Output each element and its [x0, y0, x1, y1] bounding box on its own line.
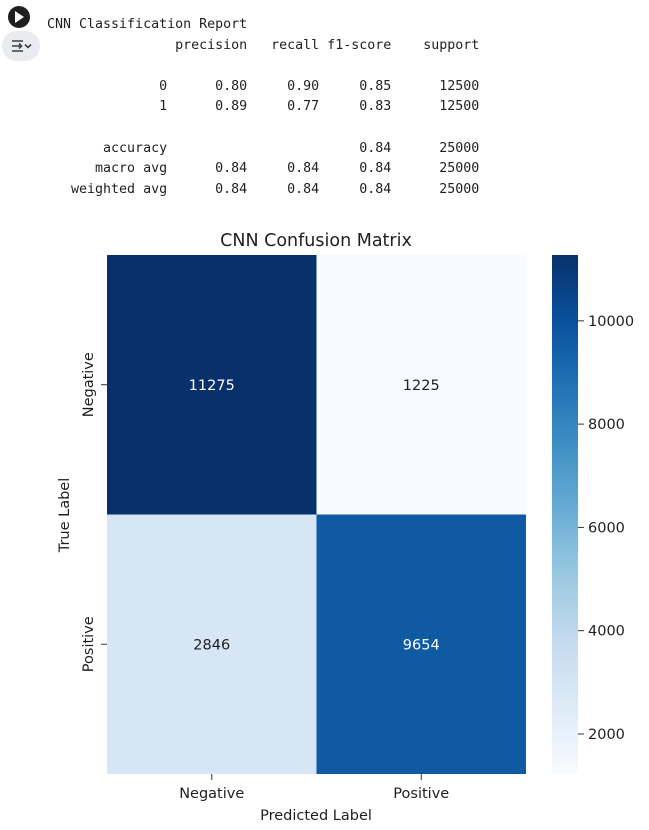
cell-value: 1225 [403, 378, 440, 394]
y-tick-label: Negative [81, 352, 97, 417]
colorbar-tick-label: 2000 [588, 727, 625, 743]
cell-value: 11275 [189, 378, 235, 394]
heatmap-cell [107, 514, 317, 774]
heatmap-cell [316, 255, 526, 515]
colorbar-tick-label: 4000 [588, 624, 625, 640]
x-tick-label: Positive [393, 786, 449, 802]
heatmap-cell [316, 514, 526, 774]
x-tick-label: Negative [179, 786, 244, 802]
play-icon [15, 11, 24, 23]
confusion-matrix-figure: CNN Confusion Matrix 11275 1225 2846 9654 N… [57, 231, 634, 824]
classification-report: CNN Classification Report precision reca… [47, 17, 480, 197]
x-axis-ticks: Negative Positive [179, 774, 449, 802]
y-axis-ticks: Negative Positive [81, 352, 107, 672]
chart-title: CNN Confusion Matrix [220, 231, 412, 251]
y-axis-label: True Label [57, 478, 73, 554]
heatmap-cell [107, 255, 317, 515]
colorbar-tick-label: 10000 [588, 314, 634, 330]
cell-value: 9654 [403, 637, 440, 653]
x-axis-label: Predicted Label [260, 808, 372, 824]
colorbar-tick-label: 8000 [588, 417, 625, 433]
output-toggle-icon [12, 40, 32, 52]
output-toggle-button[interactable] [2, 31, 40, 61]
cell-value: 2846 [193, 637, 230, 653]
run-cell-button[interactable] [8, 6, 30, 28]
colorbar-ticks: 2000 4000 6000 8000 10000 [578, 314, 634, 743]
colorbar [552, 255, 578, 774]
colorbar-tick-label: 6000 [588, 520, 625, 536]
cell-gutter [0, 0, 42, 830]
heatmap-cells: 11275 1225 2846 9654 [107, 255, 526, 774]
y-tick-label: Positive [81, 616, 97, 672]
